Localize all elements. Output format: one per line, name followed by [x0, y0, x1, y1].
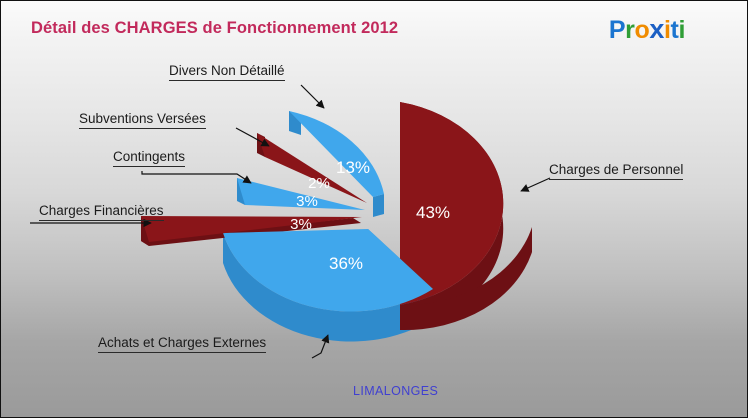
logo-letter-x: x: [649, 14, 664, 44]
slice-top-financieres[interactable]: [141, 216, 362, 242]
percent-label-contingents: 3%: [296, 193, 318, 210]
slice-top-achats[interactable]: [223, 229, 433, 312]
logo-letter-i2: i: [678, 16, 685, 44]
slice-side-personnel-bottom: [400, 227, 532, 331]
logo-letter-t: t: [670, 16, 679, 44]
leader-personnel: [520, 177, 551, 192]
slice-side-achats: [223, 233, 433, 342]
leader-achats: [311, 334, 330, 359]
callout-label-financieres: Charges Financières: [39, 203, 164, 221]
page-title: Détail des CHARGES de Fonctionnement 201…: [31, 19, 399, 37]
callout-leaders: [30, 84, 551, 359]
slice-top-personnel[interactable]: [400, 102, 504, 305]
slice-top-contingents[interactable]: [237, 178, 365, 210]
logo-letter-p: P: [608, 16, 626, 44]
percent-label-personnel: 43%: [416, 203, 450, 222]
callout-label-personnel: Charges de Personnel: [549, 162, 684, 180]
leader-subventions: [235, 127, 270, 147]
pie-percent-labels: 43% 36% 13% 2% 3% 3%: [290, 158, 450, 273]
slice-top-divers[interactable]: [289, 111, 384, 197]
callout-label-subventions: Subventions Versées: [79, 111, 206, 129]
percent-label-subventions: 2%: [308, 175, 330, 192]
percent-label-divers: 13%: [336, 158, 370, 177]
percent-label-achats: 36%: [329, 254, 363, 273]
logo-letter-i1: i: [663, 16, 671, 44]
logo-letter-r: r: [625, 16, 635, 44]
callout-label-achats: Achats et Charges Externes: [98, 335, 267, 353]
pie-3d-tops: [141, 102, 504, 312]
logo-letter-o: o: [634, 16, 650, 44]
callout-label-contingents: Contingents: [113, 149, 186, 167]
slice-side-financieres-2: [141, 218, 361, 246]
leader-contingents: [141, 171, 252, 184]
municipality-name: LIMALONGES: [353, 384, 439, 398]
slice-top-subventions[interactable]: [257, 133, 367, 203]
slice-side-divers-2: [373, 194, 384, 217]
leader-divers: [300, 84, 325, 109]
proxiti-logo[interactable]: Proxiti: [608, 14, 686, 45]
percent-label-financieres: 3%: [290, 216, 312, 233]
callout-label-divers: Divers Non Détaillé: [169, 63, 285, 81]
